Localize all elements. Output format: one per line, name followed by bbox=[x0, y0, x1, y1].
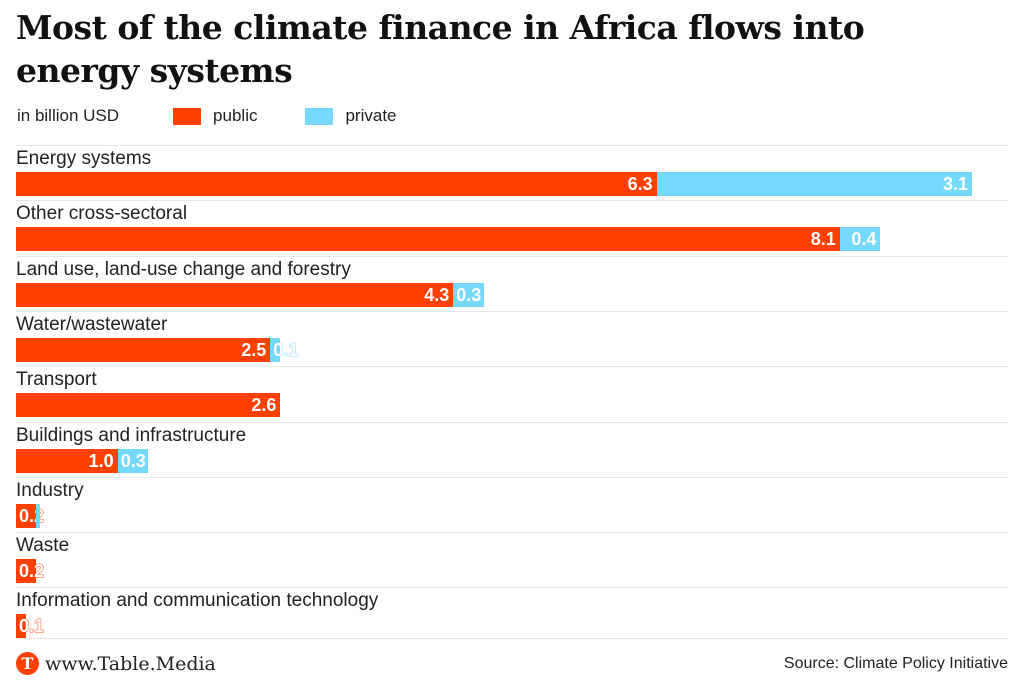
data-label-public: 0.2 bbox=[19, 561, 45, 582]
data-label-private: 0.1 bbox=[273, 339, 299, 360]
unit-label: in billion USD bbox=[17, 106, 120, 125]
data-label-public: 2.5 bbox=[241, 339, 267, 360]
bar-private bbox=[36, 503, 41, 528]
data-label-private: 0.3 bbox=[456, 284, 482, 305]
bar-public bbox=[16, 227, 840, 252]
bar-public bbox=[16, 559, 37, 584]
legend-swatch-public bbox=[173, 107, 202, 125]
data-label-public: 6.3 bbox=[627, 174, 653, 194]
brand: T www.Table.Media bbox=[16, 652, 216, 675]
category-label: Other cross-sectoral bbox=[16, 203, 188, 225]
bar-public bbox=[16, 172, 657, 196]
bar-private bbox=[453, 282, 484, 307]
data-label-private: 0.3 bbox=[120, 450, 146, 471]
bar-row: Information and communication technology… bbox=[16, 587, 1008, 643]
bar-public bbox=[16, 614, 27, 639]
bar-private bbox=[117, 448, 149, 473]
divider bbox=[16, 638, 1008, 639]
table-media-logo-icon: T bbox=[16, 652, 39, 675]
legend: in billion USD public private bbox=[17, 106, 397, 126]
bar-row: Other cross-sectoral 8.1 0.4 bbox=[16, 200, 1008, 256]
bar-row: Transport 2.6 bbox=[16, 366, 1008, 422]
bar-private bbox=[656, 172, 972, 196]
data-label-private: 3.1 bbox=[942, 174, 968, 194]
legend-label-private: private bbox=[345, 106, 397, 125]
category-label: Water/wastewater bbox=[16, 313, 168, 335]
bar-row: Waste 0.2 bbox=[16, 532, 1008, 588]
source-note: Source: Climate Policy Initiative bbox=[783, 655, 1008, 672]
data-label-private: 0.4 bbox=[851, 229, 877, 250]
category-label: Waste bbox=[16, 535, 70, 557]
bar-row: Industry 0.2 bbox=[16, 476, 1008, 533]
data-label-public: 0.1 bbox=[19, 616, 45, 637]
data-label-public: 8.1 bbox=[810, 229, 836, 250]
bar-row: Energy systems 6.3 3.1 bbox=[16, 145, 1008, 201]
category-label: Buildings and infrastructure bbox=[16, 424, 247, 446]
category-label: Energy systems bbox=[16, 148, 152, 169]
bar-public bbox=[16, 337, 271, 362]
category-label: Information and communication technology bbox=[16, 590, 379, 612]
category-label: Industry bbox=[16, 479, 84, 501]
bar-public bbox=[16, 448, 118, 473]
bar-public bbox=[16, 282, 454, 307]
chart-title: Most of the climate finance in Africa fl… bbox=[16, 8, 865, 90]
legend-swatch-private bbox=[305, 107, 334, 125]
bar-private bbox=[270, 337, 281, 362]
data-label-public: 4.3 bbox=[424, 284, 450, 305]
category-label: Transport bbox=[16, 369, 97, 391]
data-label-public: 1.0 bbox=[88, 450, 114, 471]
bar-public bbox=[16, 503, 37, 528]
brand-url: www.Table.Media bbox=[45, 652, 216, 675]
bar-public bbox=[16, 393, 281, 418]
bar-row: Buildings and infrastructure 1.0 0.3 bbox=[16, 421, 1008, 478]
bar-row: Land use, land-use change and forestry 4.… bbox=[16, 255, 1008, 312]
bar-row: Water/wastewater 2.5 0.1 bbox=[16, 310, 1008, 367]
legend-label-public: public bbox=[213, 106, 258, 125]
bar-private bbox=[839, 227, 881, 252]
category-label: Land use, land-use change and forestry bbox=[16, 258, 351, 280]
data-label-public: 2.6 bbox=[251, 395, 277, 416]
